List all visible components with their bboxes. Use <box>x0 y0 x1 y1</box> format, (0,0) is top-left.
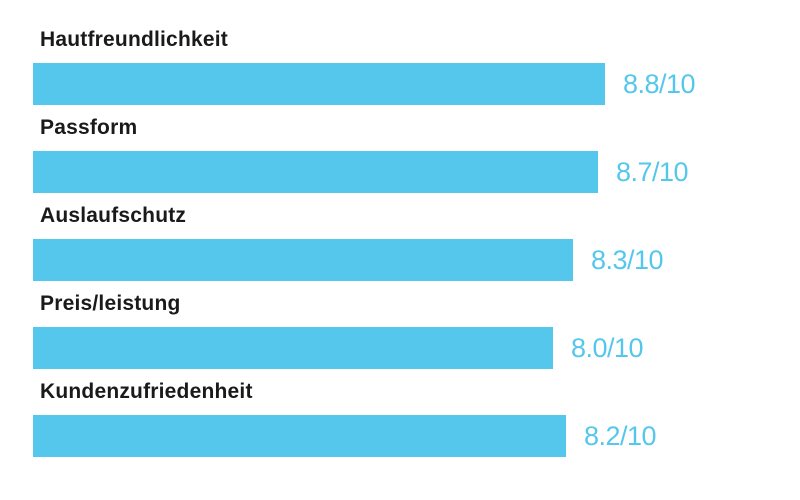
rating-category-label: Kundenzufriedenheit <box>40 380 253 403</box>
rating-bar <box>33 415 566 457</box>
rating-value-label: 8.0/10 <box>571 332 644 363</box>
rating-bar <box>33 151 598 193</box>
rating-row: Preis/leistung 8.0/10 <box>33 293 800 369</box>
rating-bar-line: 8.2/10 <box>33 415 800 457</box>
rating-value-label: 8.2/10 <box>584 420 657 451</box>
rating-row: Auslaufschutz 8.3/10 <box>33 205 800 281</box>
rating-category-label: Auslaufschutz <box>40 204 187 227</box>
rating-bar-line: 8.3/10 <box>33 239 800 281</box>
rating-value-label: 8.8/10 <box>623 68 696 99</box>
rating-bar <box>33 327 553 369</box>
rating-bar-line: 8.8/10 <box>33 63 800 105</box>
rating-value-label: 8.7/10 <box>616 156 689 187</box>
rating-row: Passform 8.7/10 <box>33 117 800 193</box>
rating-bar-line: 8.7/10 <box>33 151 800 193</box>
rating-row: Hautfreundlichkeit 8.8/10 <box>33 29 800 105</box>
rating-category-label: Passform <box>40 116 138 139</box>
rating-bar <box>33 239 573 281</box>
rating-category-label: Preis/leistung <box>40 292 181 315</box>
rating-row: Kundenzufriedenheit 8.2/10 <box>33 381 800 457</box>
rating-bar <box>33 63 605 105</box>
rating-bar-line: 8.0/10 <box>33 327 800 369</box>
rating-value-label: 8.3/10 <box>591 244 664 275</box>
rating-category-label: Hautfreundlichkeit <box>40 28 228 51</box>
